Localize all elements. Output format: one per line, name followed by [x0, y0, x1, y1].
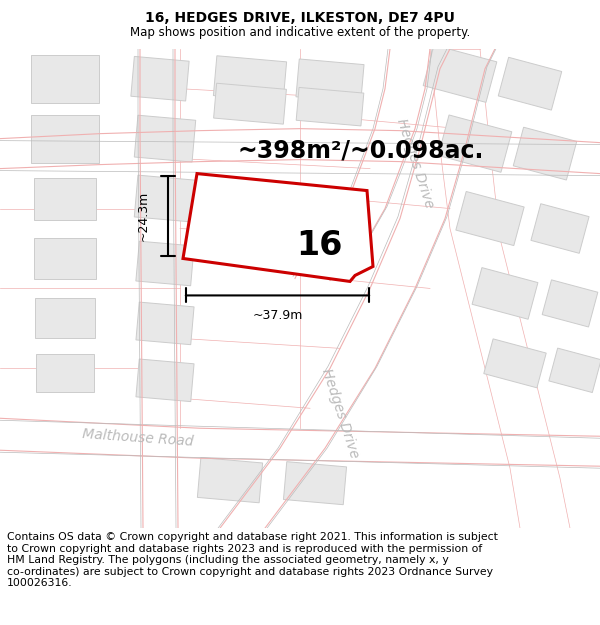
Polygon shape [136, 359, 194, 402]
Polygon shape [549, 348, 600, 392]
Polygon shape [484, 339, 546, 388]
Text: Map shows position and indicative extent of the property.: Map shows position and indicative extent… [130, 26, 470, 39]
Polygon shape [36, 354, 94, 392]
Polygon shape [423, 45, 497, 102]
Polygon shape [472, 268, 538, 319]
Polygon shape [296, 88, 364, 126]
Polygon shape [513, 127, 577, 180]
Polygon shape [31, 55, 99, 102]
Text: Hedges Drive: Hedges Drive [394, 117, 436, 210]
Polygon shape [542, 280, 598, 327]
Polygon shape [34, 238, 96, 279]
Polygon shape [214, 83, 286, 124]
Polygon shape [456, 191, 524, 246]
Text: ~24.3m: ~24.3m [137, 191, 149, 241]
Polygon shape [498, 58, 562, 110]
Text: Hedges Drive: Hedges Drive [319, 367, 361, 460]
Polygon shape [296, 59, 364, 102]
Text: ~37.9m: ~37.9m [253, 309, 302, 322]
Polygon shape [134, 115, 196, 162]
Polygon shape [136, 241, 194, 286]
Polygon shape [136, 302, 194, 345]
Polygon shape [31, 114, 99, 162]
Polygon shape [214, 56, 287, 102]
Polygon shape [438, 115, 512, 172]
Polygon shape [531, 204, 589, 253]
Polygon shape [197, 458, 263, 503]
Polygon shape [131, 56, 189, 101]
Text: Contains OS data © Crown copyright and database right 2021. This information is : Contains OS data © Crown copyright and d… [7, 532, 498, 588]
Polygon shape [183, 174, 373, 281]
Polygon shape [35, 298, 95, 338]
Text: 16: 16 [296, 229, 343, 262]
Text: 16, HEDGES DRIVE, ILKESTON, DE7 4PU: 16, HEDGES DRIVE, ILKESTON, DE7 4PU [145, 11, 455, 25]
Polygon shape [34, 177, 96, 219]
Polygon shape [283, 462, 347, 505]
Text: ~398m²/~0.098ac.: ~398m²/~0.098ac. [237, 139, 484, 162]
Polygon shape [134, 175, 196, 222]
Text: Malthouse Road: Malthouse Road [82, 428, 194, 449]
